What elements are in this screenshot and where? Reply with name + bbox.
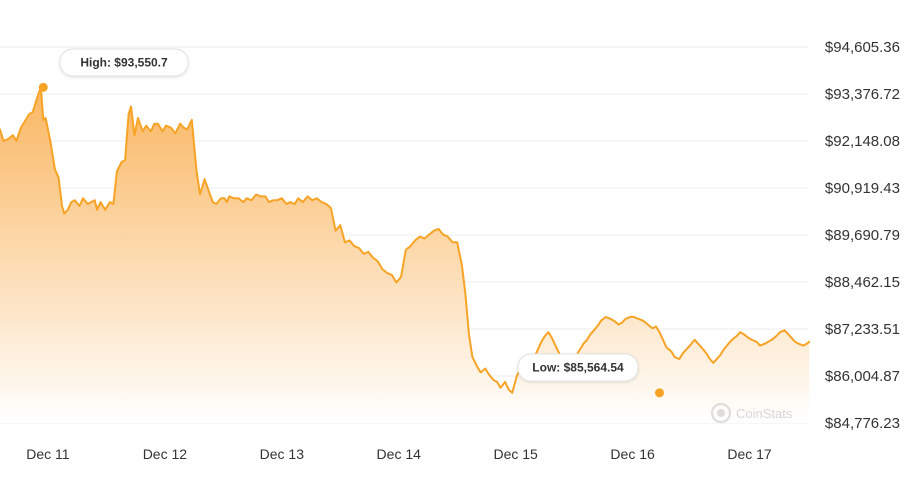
extreme-callouts: High: $93,550.7 Low: $85,564.54: [59, 48, 639, 382]
extreme-markers: [38, 82, 664, 398]
x-tick-label: Dec 13: [260, 446, 305, 462]
y-tick-label: $89,690.79: [825, 227, 900, 244]
price-line: [0, 86, 811, 394]
y-tick-label: $92,148.08: [825, 133, 900, 150]
y-tick-label: $87,233.51: [825, 321, 900, 338]
y-tick-label: $90,919.43: [825, 180, 900, 197]
y-tick-label: $93,376.72: [825, 86, 900, 103]
low-callout-label: Low: $85,564.54: [532, 361, 624, 375]
price-series-line: [0, 86, 811, 394]
low-marker[interactable]: [654, 388, 664, 398]
low-callout-box: [517, 353, 639, 382]
high-callout: High: $93,550.7: [59, 48, 189, 77]
high-callout-label: High: $93,550.7: [80, 56, 168, 70]
y-tick-label: $94,605.36: [825, 39, 900, 56]
price-area: [0, 87, 810, 424]
x-tick-label: Dec 16: [610, 446, 655, 462]
x-tick-label: Dec 15: [493, 446, 538, 462]
high-callout-box: [59, 48, 189, 77]
y-axis-ticks: $94,605.36 $93,376.72 $92,148.08 $90,919.43…: [825, 39, 900, 432]
x-tick-label: Dec 17: [727, 446, 772, 462]
high-marker[interactable]: [38, 82, 48, 92]
watermark: CoinStats: [710, 402, 793, 424]
x-axis-ticks: Dec 11 Dec 12 Dec 13 Dec 14 Dec 15 Dec 16 Dec …: [26, 446, 772, 462]
coinstats-logo-icon: [710, 402, 732, 424]
y-tick-label: $88,462.15: [825, 274, 900, 291]
price-area-fill: [0, 87, 810, 424]
low-callout: Low: $85,564.54: [517, 353, 639, 382]
x-tick-label: Dec 12: [143, 446, 188, 462]
x-tick-label: Dec 14: [377, 446, 422, 462]
watermark-text: CoinStats: [736, 406, 793, 421]
y-tick-label: $84,776.23: [825, 415, 900, 432]
y-tick-label: $86,004.87: [825, 368, 900, 385]
x-tick-label: Dec 11: [26, 446, 70, 462]
